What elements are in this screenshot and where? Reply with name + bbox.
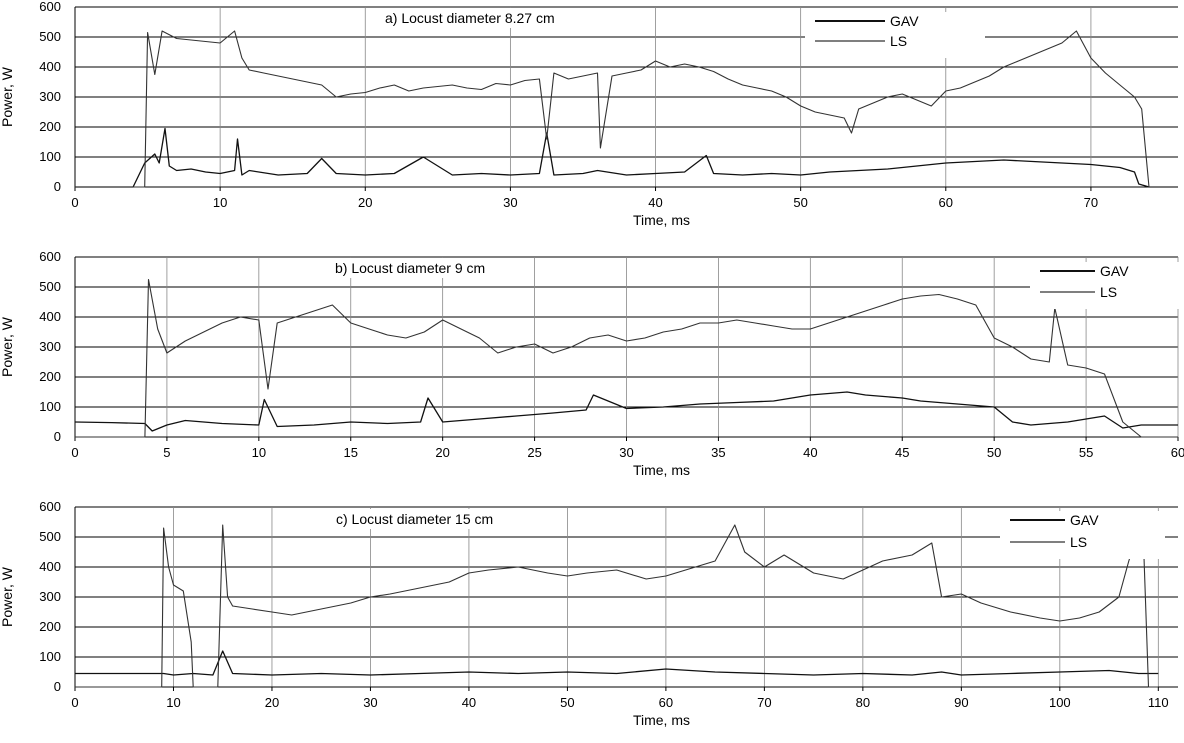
y-tick-label: 600 [39, 249, 61, 264]
series-line-gav [74, 391, 1178, 432]
legend-label-ls: LS [1100, 284, 1117, 300]
y-tick-label: 400 [39, 59, 61, 74]
y-tick-label: 400 [39, 309, 61, 324]
y-tick-label: 100 [39, 149, 61, 164]
x-tick-label: 10 [252, 445, 266, 460]
y-axis-label: Power, W [0, 316, 15, 377]
x-tick-label: 10 [213, 195, 227, 210]
series-line-ls [75, 278, 1178, 438]
series-line-ls [75, 524, 1159, 688]
chart-panel-1: 0 100 200 300 400 500 600 0 10 20 30 40 50 60 70 Time, … [0, 0, 1178, 228]
y-tick-label: 200 [39, 119, 61, 134]
x-tick-label: 55 [1079, 445, 1093, 460]
x-tick-label: 40 [803, 445, 817, 460]
x-tick-label: 35 [711, 445, 725, 460]
y-tick-label: 0 [54, 179, 61, 194]
x-tick-label: 60 [659, 695, 673, 710]
chart-title: c) Locust diameter 15 cm [336, 511, 493, 527]
title-background [330, 509, 500, 529]
x-axis-label: Time, ms [633, 462, 690, 478]
title-background [329, 258, 492, 278]
x-tick-label: 50 [560, 695, 574, 710]
x-tick-label: 30 [619, 445, 633, 460]
y-tick-label: 500 [39, 279, 61, 294]
x-tick-label: 50 [987, 445, 1001, 460]
legend-label-ls: LS [1070, 534, 1087, 550]
x-tick-label: 80 [856, 695, 870, 710]
y-tick-label: 600 [39, 0, 61, 14]
series-line-gav [75, 127, 1178, 188]
x-tick-label: 5 [163, 445, 170, 460]
x-tick-label: 0 [71, 195, 78, 210]
y-tick-label: 200 [39, 369, 61, 384]
x-tick-label: 10 [166, 695, 180, 710]
legend-background [805, 12, 985, 58]
x-tick-label: 30 [363, 695, 377, 710]
x-tick-label: 110 [1148, 695, 1169, 710]
x-tick-label: 20 [358, 195, 372, 210]
y-tick-label: 100 [39, 649, 61, 664]
x-tick-label: 50 [793, 195, 807, 210]
x-tick-label: 45 [895, 445, 909, 460]
y-tick-label: 500 [39, 29, 61, 44]
y-tick-label: 0 [54, 429, 61, 444]
x-tick-label: 20 [435, 445, 449, 460]
x-tick-label: 25 [527, 445, 541, 460]
legend-label-gav: GAV [1070, 512, 1099, 528]
x-axis-label: Time, ms [633, 212, 690, 228]
x-tick-label: 0 [71, 445, 78, 460]
legend-label-ls: LS [890, 33, 907, 49]
y-tick-label: 600 [39, 499, 61, 514]
x-tick-label: 20 [265, 695, 279, 710]
y-axis-label: Power, W [0, 566, 15, 627]
chart-panel-3: 0 100 200 300 400 500 600 0 10 20 30 40 50 60 70 80 90 10… [0, 499, 1178, 728]
legend-label-gav: GAV [890, 13, 919, 29]
x-tick-label: 0 [71, 695, 78, 710]
x-tick-label: 70 [1084, 195, 1098, 210]
series-line-ls [75, 30, 1178, 188]
x-tick-label: 40 [648, 195, 662, 210]
x-tick-label: 90 [954, 695, 968, 710]
x-tick-label: 30 [503, 195, 517, 210]
y-tick-label: 300 [39, 339, 61, 354]
title-background [379, 8, 561, 28]
chart-title: b) Locust diameter 9 cm [335, 260, 485, 276]
x-tick-label: 70 [757, 695, 771, 710]
series-line-gav [75, 650, 1159, 676]
x-tick-label: 40 [462, 695, 476, 710]
y-tick-label: 500 [39, 529, 61, 544]
chart-panel-2: 0 100 200 300 400 500 600 0 5 10 15 20 25 30 35 40 45 50 5… [0, 249, 1184, 478]
y-tick-label: 400 [39, 559, 61, 574]
y-tick-label: 300 [39, 589, 61, 604]
y-tick-label: 300 [39, 89, 61, 104]
x-tick-label: 60 [1171, 445, 1184, 460]
legend-label-gav: GAV [1100, 263, 1129, 279]
x-axis-label: Time, ms [633, 712, 690, 728]
y-tick-label: 0 [54, 679, 61, 694]
y-axis-label: Power, W [0, 66, 15, 127]
x-tick-label: 15 [344, 445, 358, 460]
x-tick-label: 60 [939, 195, 953, 210]
y-tick-label: 100 [39, 399, 61, 414]
legend-background [1030, 262, 1184, 309]
x-tick-label: 100 [1049, 695, 1071, 710]
chart-title: a) Locust diameter 8.27 cm [385, 10, 555, 26]
y-tick-label: 200 [39, 619, 61, 634]
